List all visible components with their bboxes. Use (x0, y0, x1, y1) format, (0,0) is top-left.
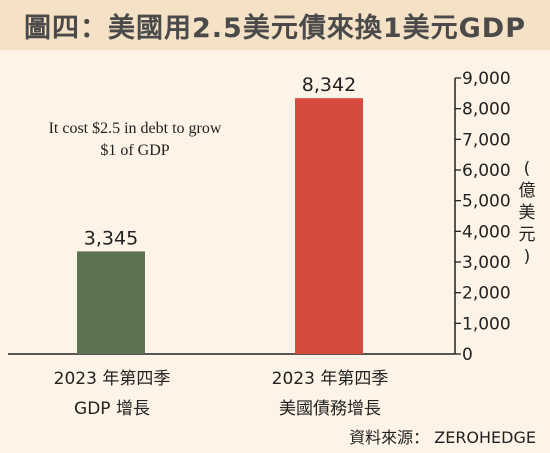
annotation: It cost $2.5 in debt to grow $1 of GDP (20, 118, 250, 162)
source-note: 資料來源： ZEROHEDGE (349, 428, 536, 447)
y-tick-label: 7,000 (462, 130, 511, 150)
category-label-gdp-line-1: 2023 年第四季 (53, 369, 171, 389)
y-axis-label-char: 億 (518, 181, 536, 201)
y-tick-label: 8,000 (462, 100, 511, 120)
bar-debt (295, 98, 363, 354)
y-tick-label: 2,000 (462, 284, 511, 304)
category-label-debt: 2023 年第四季 美國債務增長 (230, 364, 430, 424)
y-axis-label-char: 元 (518, 225, 536, 245)
y-axis-label-char: ) (523, 247, 531, 267)
y-axis-label-char: 美 (518, 203, 536, 223)
chart-title: 美國用2.5美元債來換1美元GDP (108, 12, 526, 44)
category-label-debt-line-1: 2023 年第四季 (271, 369, 389, 389)
y-tick-label: 1,000 (462, 314, 511, 334)
title-bar: 圖四： 美國用2.5美元債來換1美元GDP (0, 0, 550, 50)
category-label-debt-line-2: 美國債務增長 (279, 399, 381, 419)
y-tick-label: 3,000 (462, 253, 511, 273)
y-tick-label: 6,000 (462, 161, 511, 181)
category-label-gdp: 2023 年第四季 GDP 增長 (12, 364, 212, 424)
y-tick-label: 9,000 (462, 69, 511, 89)
y-tick-label: 5,000 (462, 192, 511, 212)
annotation-line-2: $1 of GDP (100, 142, 170, 159)
y-axis-label: ( 億 美 元 ) (515, 158, 539, 268)
bar-gdp (77, 251, 145, 354)
y-tick-label: 4,000 (462, 222, 511, 242)
y-axis-label-char: ( (523, 159, 531, 179)
y-tick-label: 0 (462, 345, 473, 365)
category-label-gdp-line-2: GDP 增長 (74, 399, 150, 419)
figure-label: 圖四： (24, 12, 108, 44)
annotation-line-1: It cost $2.5 in debt to grow (48, 120, 222, 137)
bar-value-label: 8,342 (302, 74, 356, 96)
bar-value-label: 3,345 (84, 227, 138, 249)
